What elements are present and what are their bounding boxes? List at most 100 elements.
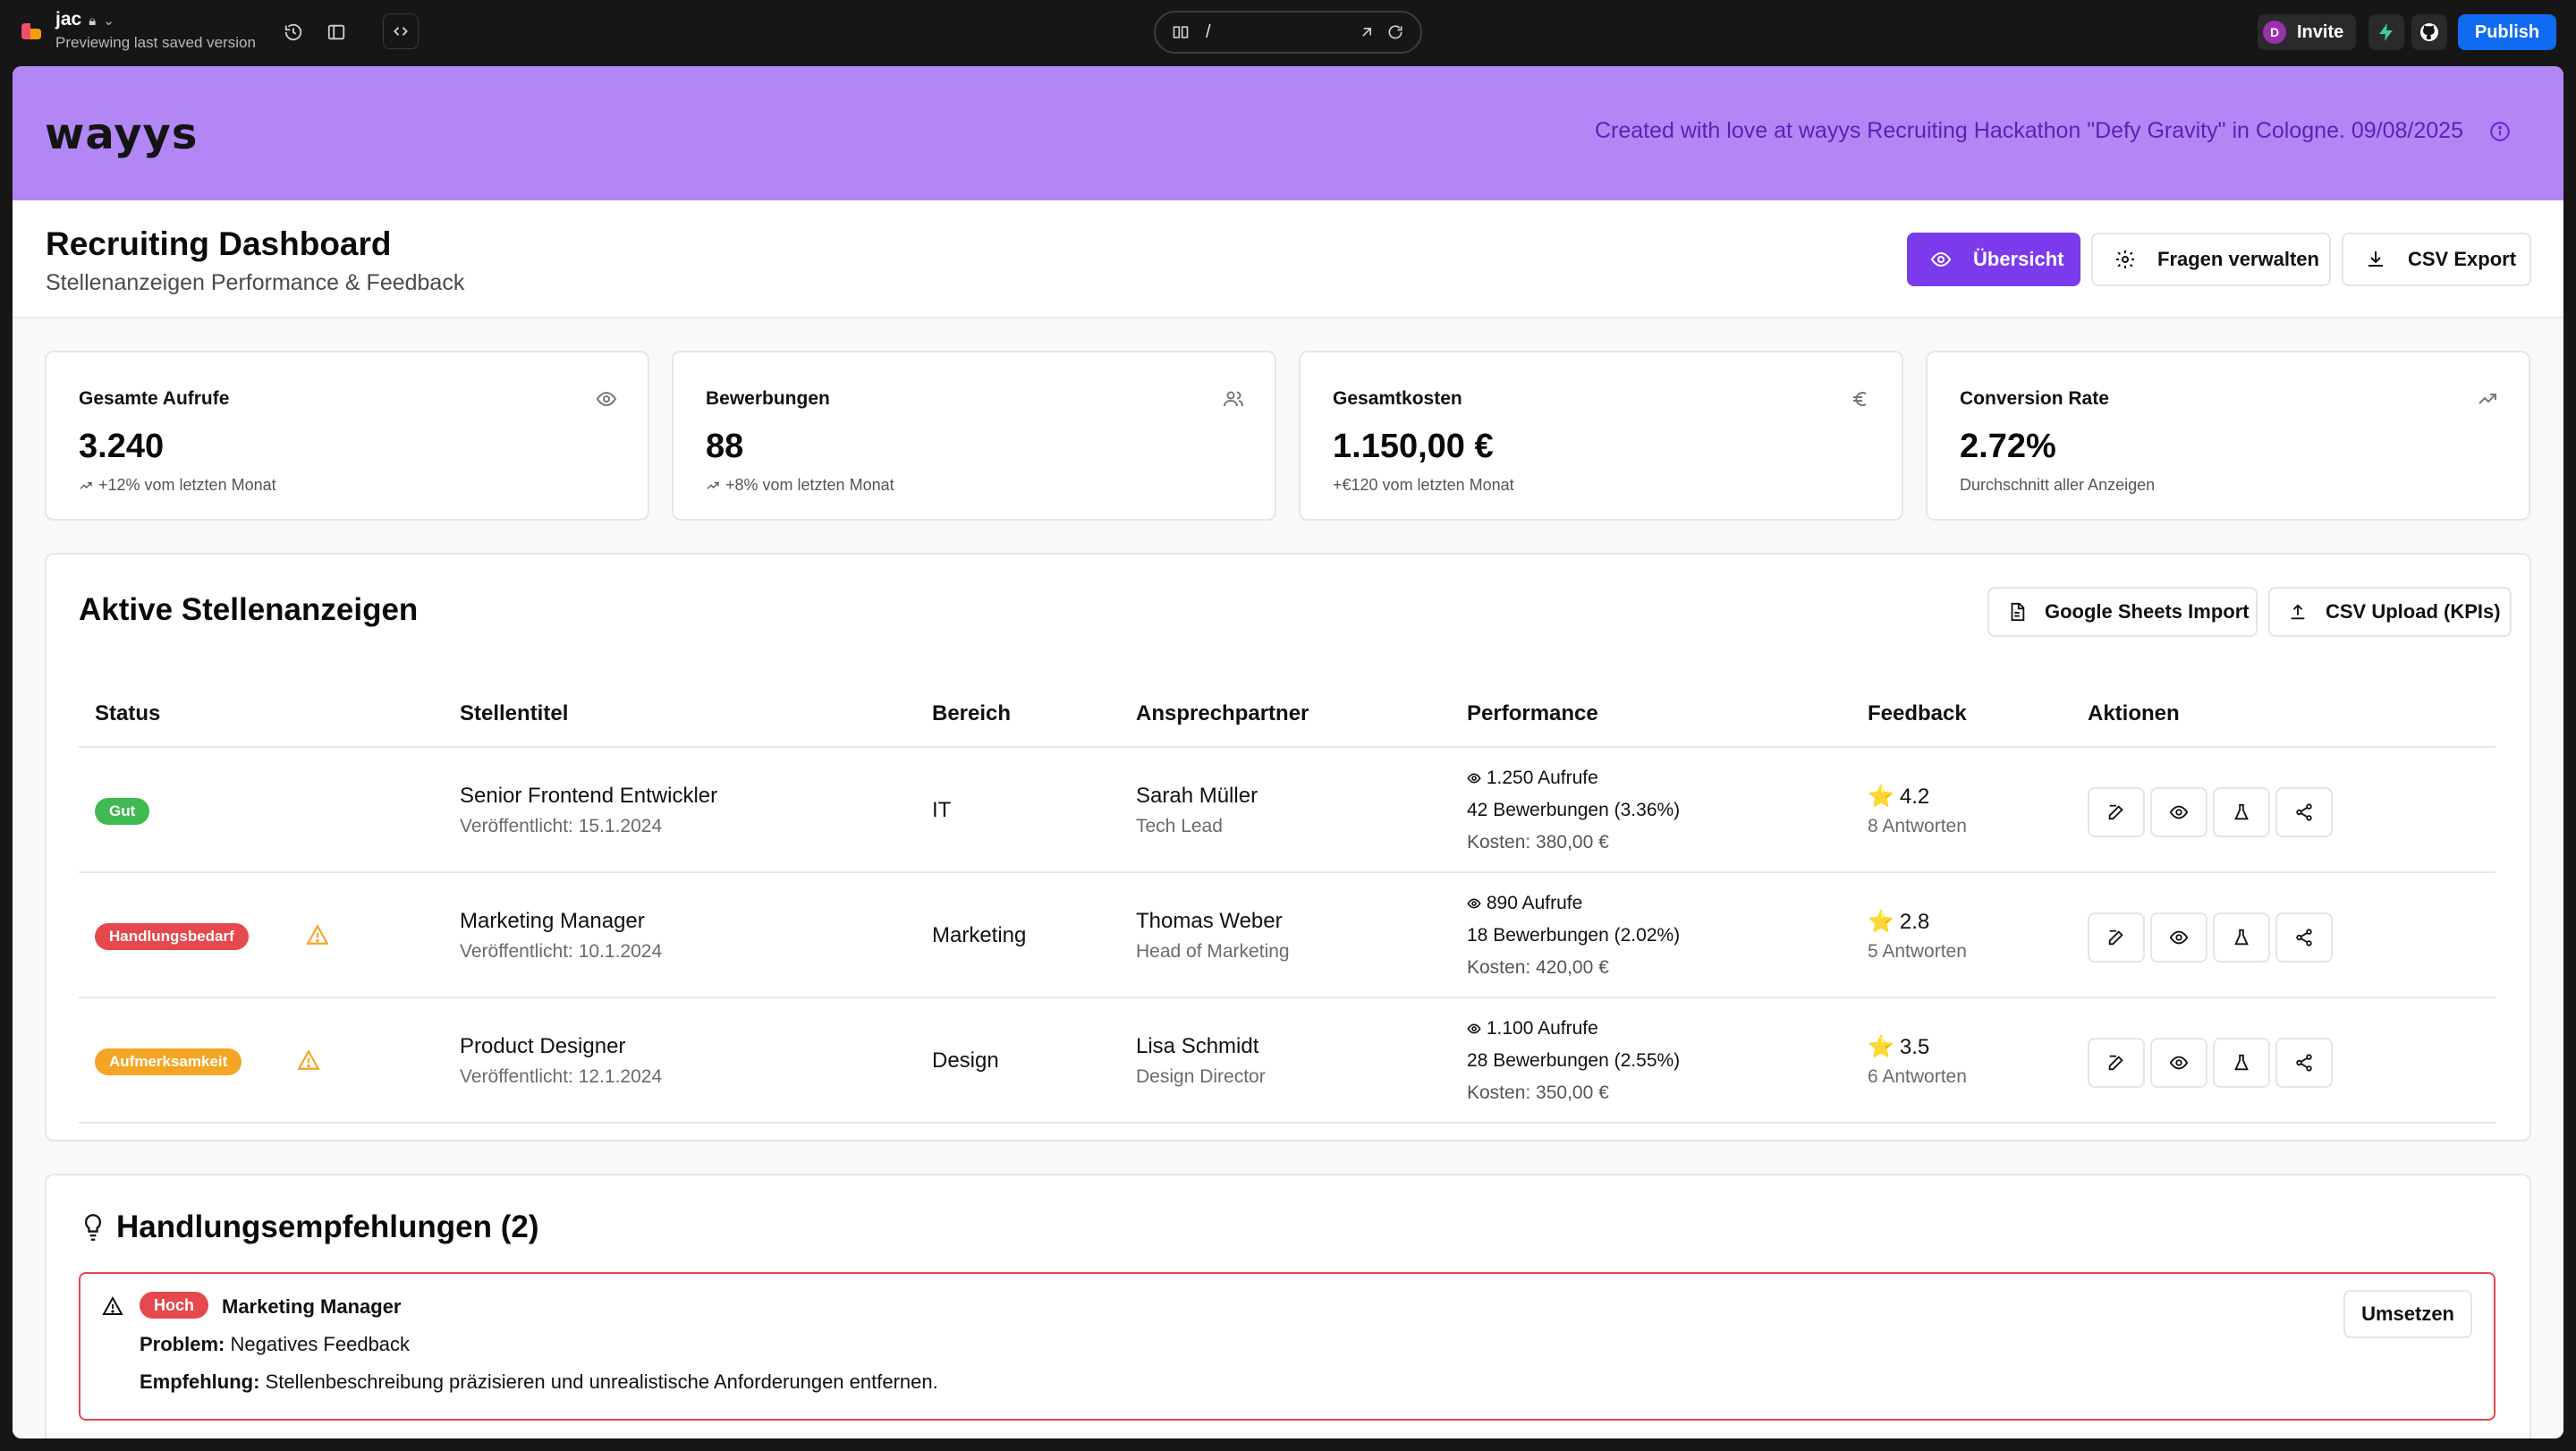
overview-label: Übersicht — [1973, 248, 2064, 270]
performance-applications: 18 Bewerbungen (2.02%) — [1467, 925, 1681, 946]
test-button[interactable] — [2213, 1038, 2270, 1088]
reload-icon[interactable] — [1386, 23, 1404, 41]
sidebar-toggle-icon[interactable] — [322, 18, 351, 47]
column-header: Ansprechpartner — [1136, 701, 1309, 726]
recommendations-card: Handlungsempfehlungen (2) Hoch Marketing… — [45, 1174, 2531, 1438]
edit-icon — [2108, 929, 2123, 946]
views-text: 1.100 Aufrufe — [1486, 1018, 1598, 1039]
edit-icon — [2108, 804, 2123, 820]
invite-button[interactable]: D Invite — [2258, 14, 2356, 50]
github-button[interactable] — [2411, 14, 2447, 50]
share-button[interactable] — [2275, 787, 2333, 837]
performance-views: 1.250 Aufrufe — [1467, 768, 1598, 789]
info-icon[interactable] — [2488, 120, 2512, 143]
euro-icon — [1853, 392, 1867, 406]
project-name[interactable]: jac 🔒︎ ⌄ — [55, 9, 114, 30]
csv-upload-label: CSV Upload (KPIs) — [2326, 600, 2501, 623]
views-text: 1.250 Aufrufe — [1486, 768, 1598, 788]
feedback-rating: ⭐ 4.2 — [1868, 784, 1929, 810]
job-area: Marketing — [932, 923, 1027, 947]
edit-button[interactable] — [2088, 1038, 2145, 1088]
rating-value: 4.2 — [1899, 785, 1930, 809]
eye-icon — [2169, 805, 2189, 819]
share-icon — [2296, 803, 2312, 821]
eye-icon — [1930, 251, 1952, 267]
share-button[interactable] — [2275, 1038, 2333, 1088]
csv-export-button[interactable]: CSV Export — [2342, 233, 2531, 286]
eye-icon — [1467, 1023, 1481, 1034]
edit-button[interactable] — [2088, 912, 2145, 963]
warning-icon — [297, 1049, 320, 1070]
recommendation-job: Marketing Manager — [222, 1295, 402, 1318]
preview-url-bar[interactable]: / — [1154, 11, 1422, 54]
job-area: IT — [932, 798, 952, 822]
test-button[interactable] — [2213, 787, 2270, 837]
book-icon — [1173, 26, 1189, 38]
edit-button[interactable] — [2088, 787, 2145, 837]
eye-icon — [1467, 773, 1481, 784]
active-jobs-card: Aktive Stellenanzeigen Google Sheets Imp… — [45, 553, 2531, 1141]
performance-applications: 28 Bewerbungen (2.55%) — [1467, 1050, 1681, 1071]
view-button[interactable] — [2150, 912, 2207, 963]
performance-views: 1.100 Aufrufe — [1467, 1018, 1598, 1039]
eye-icon — [2169, 930, 2189, 945]
github-icon — [2420, 23, 2438, 41]
published-date: Veröffentlicht: 15.1.2024 — [460, 816, 663, 836]
recommendation-body: Stellenbeschreibung präzisieren und unre… — [265, 1370, 938, 1393]
contact-role: Head of Marketing — [1136, 941, 1290, 962]
kpi-note: +8% vom letzten Monat — [706, 476, 894, 495]
kpi-value: 2.72% — [1960, 428, 2056, 465]
eye-icon — [1467, 898, 1481, 909]
open-external-icon[interactable] — [1358, 23, 1376, 41]
eye-icon — [596, 391, 617, 407]
rating-value: 3.5 — [1899, 1035, 1930, 1059]
column-header: Status — [95, 701, 161, 726]
file-icon — [2011, 602, 2025, 622]
share-button[interactable] — [2275, 912, 2333, 963]
test-button[interactable] — [2213, 912, 2270, 963]
contact-role: Tech Lead — [1136, 816, 1223, 836]
status-badge: Aufmerksamkeit — [95, 1048, 242, 1075]
supabase-button[interactable] — [2368, 14, 2404, 50]
preview-status: Previewing last saved version — [55, 34, 256, 51]
banner-message: Created with love at wayys Recruiting Ha… — [1594, 118, 2463, 143]
manage-questions-button[interactable]: Fragen verwalten — [2091, 233, 2331, 286]
star-icon: ⭐ — [1868, 910, 1894, 934]
contact-name: Lisa Schmidt — [1136, 1034, 1259, 1058]
kpi-card-applications: Bewerbungen 88 +8% vom letzten Monat — [672, 351, 1276, 521]
kpi-card-costs: Gesamtkosten 1.150,00 € +€120 vom letzte… — [1299, 351, 1903, 521]
job-title: Product Designer — [460, 1034, 626, 1058]
performance-views: 890 Aufrufe — [1467, 893, 1582, 914]
trending-up-icon — [2479, 394, 2496, 404]
code-view-button[interactable] — [383, 13, 419, 49]
contact-name: Thomas Weber — [1136, 909, 1283, 933]
kpi-note-text: +12% vom letzten Monat — [98, 476, 276, 494]
wayys-logo: wayys — [45, 109, 199, 159]
kpi-note-text: +8% vom letzten Monat — [725, 476, 894, 494]
flask-icon — [2234, 1054, 2249, 1071]
job-area: Design — [932, 1048, 999, 1073]
row-actions — [2088, 1038, 2333, 1088]
publish-button[interactable]: Publish — [2458, 14, 2556, 50]
invite-label: Invite — [2297, 22, 2344, 42]
share-icon — [2296, 1054, 2312, 1072]
apply-recommendation-button[interactable]: Umsetzen — [2343, 1290, 2472, 1338]
hackathon-banner: wayys Created with love at wayys Recruit… — [13, 66, 2563, 200]
view-button[interactable] — [2150, 787, 2207, 837]
column-header: Stellentitel — [460, 701, 569, 726]
google-sheets-import-button[interactable]: Google Sheets Import — [1987, 587, 2258, 637]
view-button[interactable] — [2150, 1038, 2207, 1088]
table-row: Handlungsbedarf Marketing Manager Veröff… — [79, 873, 2496, 998]
lock-icon: 🔒︎ — [89, 13, 97, 29]
kpi-note: +€120 vom letzten Monat — [1333, 476, 1514, 495]
status-badge: Gut — [95, 798, 150, 825]
history-icon[interactable] — [279, 18, 308, 47]
url-path[interactable]: / — [1206, 22, 1211, 42]
kpi-title: Conversion Rate — [1960, 388, 2109, 409]
job-title: Senior Frontend Entwickler — [460, 784, 718, 808]
edit-icon — [2108, 1055, 2123, 1071]
column-header: Aktionen — [2088, 701, 2180, 726]
feedback-count: 5 Antworten — [1868, 941, 1967, 962]
overview-button[interactable]: Übersicht — [1907, 233, 2080, 286]
csv-upload-button[interactable]: CSV Upload (KPIs) — [2268, 587, 2512, 637]
